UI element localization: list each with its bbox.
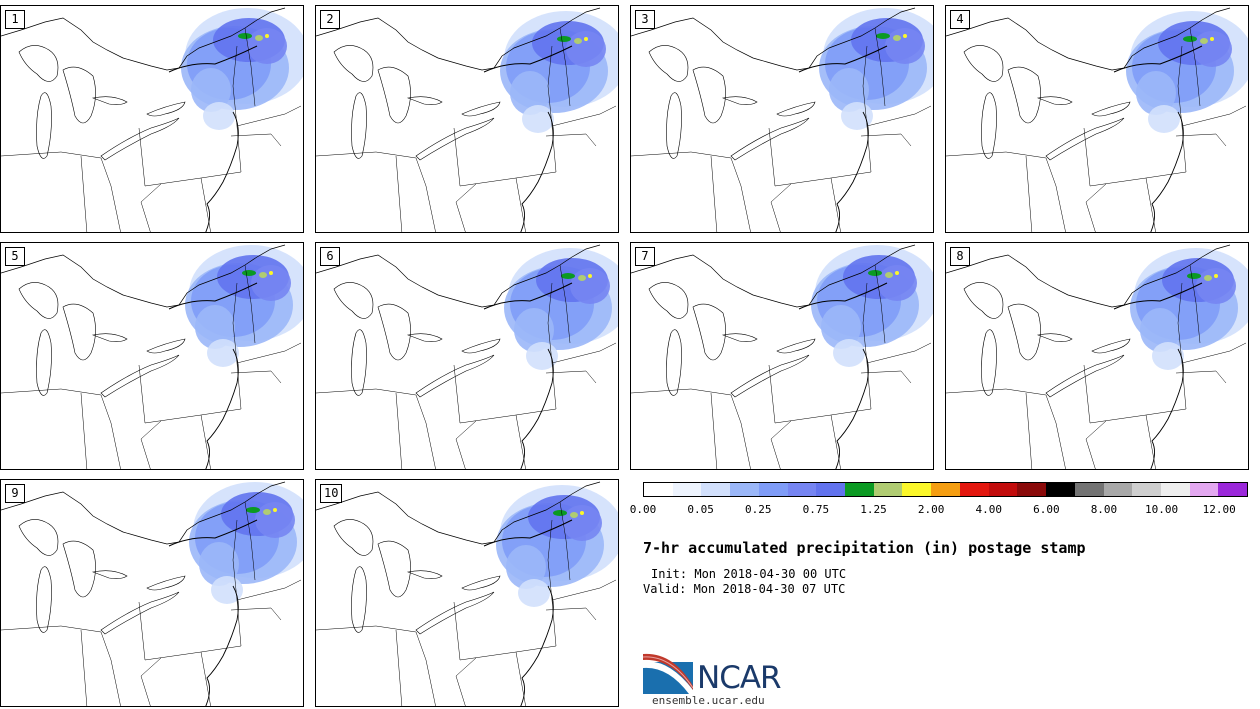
colorbar-swatch <box>672 483 702 496</box>
colorbar-swatch <box>644 483 673 496</box>
stamp-panel: 1 <box>0 5 304 233</box>
stamp-panel: 6 <box>315 242 619 470</box>
colorbar-swatch <box>902 483 932 496</box>
colorbar-swatch <box>787 483 817 496</box>
colorbar-swatch <box>931 483 960 496</box>
stamp-panel: 9 <box>0 479 304 707</box>
member-label: 9 <box>5 484 25 503</box>
colorbar-swatch <box>1103 483 1133 496</box>
colorbar-swatch <box>959 483 989 496</box>
colorbar-swatch <box>1132 483 1161 496</box>
member-label: 8 <box>950 247 970 266</box>
member-label: 7 <box>635 247 655 266</box>
source-url: ensemble.ucar.edu <box>652 694 765 707</box>
init-time: Init: Mon 2018-04-30 00 UTC <box>651 567 847 581</box>
colorbar-tick-label: 0.25 <box>744 503 772 516</box>
stamp-panel: 8 <box>945 242 1249 470</box>
member-label: 1 <box>5 10 25 29</box>
member-label: 4 <box>950 10 970 29</box>
colorbar-swatch <box>845 483 874 496</box>
colorbar-swatch <box>701 483 731 496</box>
colorbar-swatch <box>758 483 788 496</box>
colorbar-swatch <box>1017 483 1047 496</box>
precip-colorbar <box>643 482 1248 497</box>
colorbar-tick-label: 4.00 <box>975 503 1002 516</box>
member-label: 5 <box>5 247 25 266</box>
colorbar-tick-label: 6.00 <box>1033 503 1060 516</box>
colorbar-swatch <box>873 483 903 496</box>
colorbar-swatch <box>988 483 1018 496</box>
member-label: 10 <box>320 484 343 503</box>
colorbar-tick-label: 12.00 <box>1202 503 1236 516</box>
colorbar-tick-label: 2.00 <box>917 503 945 516</box>
valid-time: Valid: Mon 2018-04-30 07 UTC <box>643 582 846 596</box>
colorbar-tick-label: 8.00 <box>1090 503 1118 516</box>
colorbar-tick-label: 0.75 <box>802 503 830 516</box>
ncar-logo-icon <box>643 653 693 694</box>
member-label: 6 <box>320 247 340 266</box>
colorbar-swatch <box>1074 483 1104 496</box>
stamp-panel: 4 <box>945 5 1249 233</box>
figure-title: 7-hr accumulated precipitation (in) post… <box>643 539 1086 557</box>
stamp-panel: 2 <box>315 5 619 233</box>
colorbar-swatch <box>1160 483 1190 496</box>
colorbar-swatch <box>730 483 759 496</box>
member-label: 2 <box>320 10 340 29</box>
colorbar-tick-label: 1.25 <box>860 503 887 516</box>
colorbar-tick-label: 0.00 <box>629 503 657 516</box>
colorbar-swatch <box>1189 483 1219 496</box>
stamp-panel: 7 <box>630 242 934 470</box>
member-label: 3 <box>635 10 655 29</box>
stamp-panel: 10 <box>315 479 619 707</box>
colorbar-swatch <box>1218 483 1248 496</box>
colorbar-swatch <box>1046 483 1075 496</box>
colorbar-tick-label: 0.05 <box>687 503 714 516</box>
colorbar-tick-label: 10.00 <box>1145 503 1179 516</box>
stamp-panel: 3 <box>630 5 934 233</box>
ncar-logo-text: NCAR <box>697 660 782 696</box>
colorbar-swatch <box>816 483 846 496</box>
stamp-panel: 5 <box>0 242 304 470</box>
